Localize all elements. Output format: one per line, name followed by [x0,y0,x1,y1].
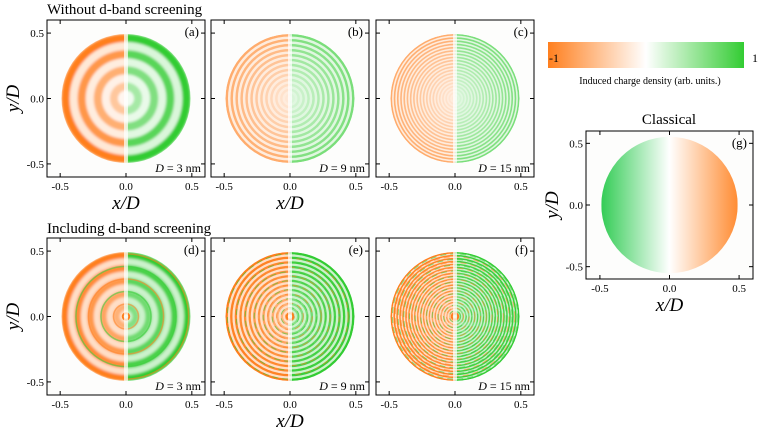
x-tick-label: -0.5 [215,399,233,411]
fine-ring [448,310,462,323]
x-tick-label: 0.5 [185,181,199,193]
x-tick-label: -0.5 [51,399,69,411]
colorbar-min-label: -1 [549,51,559,65]
disk-e [225,251,355,382]
fine-ring [428,290,482,343]
y-axis-label: y/D [3,303,24,333]
fine-ring [423,284,487,349]
disk-a [61,33,191,164]
x-axis-label: x/D [275,193,304,214]
x-tick-label: 0.0 [448,181,462,193]
x-tick-label: 0.0 [283,181,297,193]
disk-fill [601,136,738,274]
x-tick-label: -0.5 [380,181,398,193]
fine-ring [437,298,473,335]
panel-label: (b) [348,24,363,39]
row2-title: Including d-band screening [47,221,212,237]
y-tick-label: 0.0 [30,94,44,106]
panel-b: -0.5 0.0 0.5 (b) D = 9 nm x/D [210,19,370,214]
y-tick-label: 0.5 [30,28,44,40]
y-tick-label: -0.5 [27,377,45,389]
colorbar-title: Induced charge density (arb. units.) [579,76,720,87]
center-seam [124,33,128,164]
panel-d: -0.5 0.0 0.5 0.5 0.0 -0.5 (d) D = 3 nm y/D [3,237,206,411]
classical-title: Classical [642,112,696,128]
y-tick-label: 0.0 [30,312,44,324]
diameter-label: D = 9 nm [318,379,365,393]
x-tick-label: 0.5 [514,399,528,411]
x-tick-label: 0.5 [185,399,199,411]
ring [126,303,139,330]
y-axis-label: y/D [3,85,24,115]
disk-f [390,251,520,382]
ring [126,82,143,115]
x-tick-label: 0.5 [514,181,528,193]
diameter-label: D = 3 nm [154,379,201,393]
panel-label: (e) [349,242,363,257]
x-tick-label: 0.0 [448,399,462,411]
diameter-label: D = 15 nm [477,379,530,393]
center-seam [124,251,128,382]
disk-b [225,33,355,164]
disk-d [61,251,191,382]
y-tick-label: 0.5 [30,246,44,258]
diameter-label: D = 15 nm [477,161,530,175]
colorbar: -1 1 Induced charge density (arb. units.… [548,42,758,87]
center-seam [288,33,292,164]
diameter-label: D = 3 nm [154,161,201,175]
panel-g: -0.5 0.0 0.5 0.5 0.0 -0.5 (g) x/D y/D [542,130,754,316]
row1-title: Without d-band screening [47,2,203,18]
disk-c [390,33,520,164]
x-tick-label: 0.5 [349,181,363,193]
y-axis-label: y/D [542,191,563,221]
diameter-label: D = 9 nm [318,161,365,175]
x-tick-label: 0.0 [663,283,677,295]
y-tick-label: -0.5 [27,159,45,171]
x-tick-label: 0.0 [119,181,133,193]
panel-label: (g) [732,135,747,150]
x-axis-label: x/D [111,193,140,214]
x-tick-label: -0.5 [215,181,233,193]
x-tick-label: 0.0 [283,399,297,411]
panel-a: -0.5 0.0 0.5 0.5 0.0 -0.5 (a) D = 3 nm x/D y/D [3,19,206,214]
panel-label: (c) [514,24,528,39]
x-tick-label: -0.5 [591,283,609,295]
y-tick-label: 0.5 [569,138,583,150]
center-seam [453,33,457,164]
fine-ring [258,284,322,349]
x-tick-label: -0.5 [51,181,69,193]
fine-ring [253,280,327,353]
x-tick-label: 0.0 [119,399,133,411]
colorbar-gradient [548,42,744,68]
x-axis-label: x/D [275,411,304,432]
x-tick-label: -0.5 [380,399,398,411]
center-seam [288,251,292,382]
ring [106,297,127,336]
center-seam [453,251,457,382]
fine-ring [397,259,513,374]
y-tick-label: -0.5 [566,262,584,274]
panel-label: (a) [185,24,199,39]
panel-e: -0.5 0.0 0.5 (e) D = 9 nm x/D [210,237,370,432]
colorbar-max-label: 1 [752,51,758,65]
ring [126,90,135,107]
ring [290,93,295,104]
panel-f: -0.5 0.0 0.5 (f) D = 15 nm [375,237,535,411]
disk-g [601,136,738,274]
panel-label: (d) [184,242,199,257]
ring [126,310,133,323]
x-axis-label: x/D [655,295,684,316]
x-tick-label: 0.5 [732,283,746,295]
panel-label: (f) [515,242,528,257]
y-tick-label: 0.0 [569,200,583,212]
panel-c: -0.5 0.0 0.5 (c) D = 15 nm [375,19,535,193]
x-tick-label: 0.5 [349,399,363,411]
ring [290,91,298,106]
